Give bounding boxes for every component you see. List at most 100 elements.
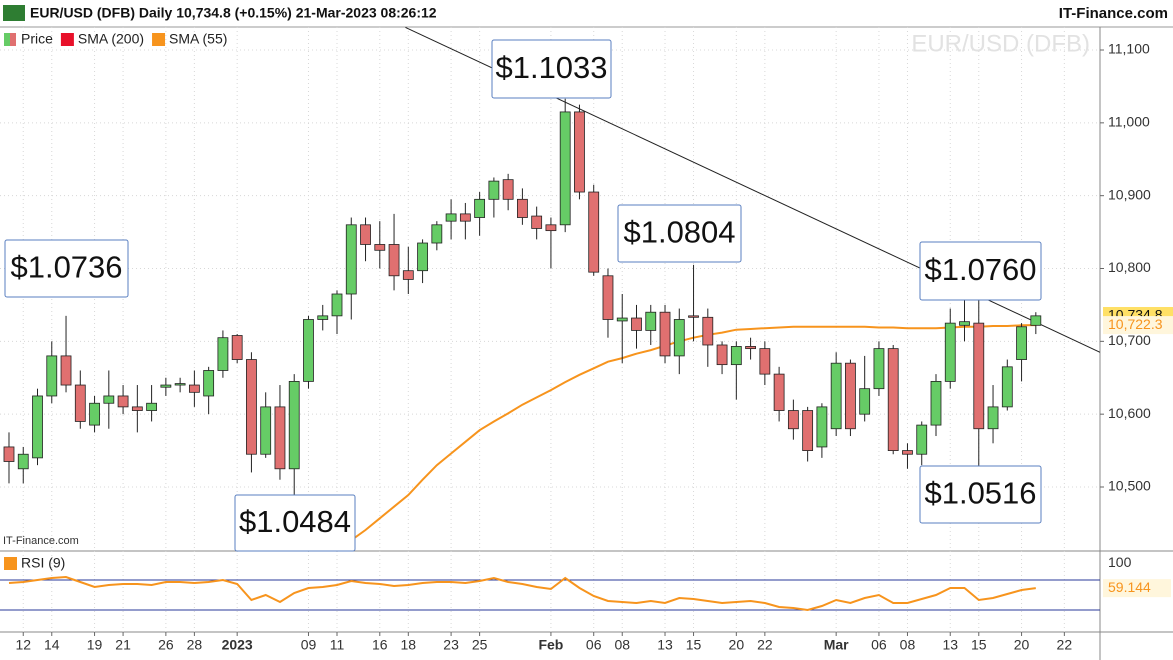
y-tick-label: 11,100 xyxy=(1108,41,1150,57)
candle-body xyxy=(274,406,286,470)
legend-label: SMA (200) xyxy=(78,31,144,47)
annotation-label: $1.0484 xyxy=(239,504,351,539)
candle-body xyxy=(531,215,543,229)
candle-body xyxy=(246,359,257,455)
candle-body xyxy=(502,179,514,200)
header-bar xyxy=(0,0,1173,27)
y-tick-label: 10,900 xyxy=(1108,186,1151,202)
price-plot xyxy=(3,27,1100,550)
candle-body xyxy=(431,224,443,244)
candle-body xyxy=(160,384,172,388)
candle-body xyxy=(802,410,814,451)
x-tick-label: 06 xyxy=(586,637,602,653)
y-tick-label: 10,600 xyxy=(1108,405,1151,421)
rsi-tick-label: 100 xyxy=(1108,554,1132,570)
rsi-line xyxy=(8,575,1036,612)
candle-body xyxy=(345,224,357,295)
sma-line xyxy=(336,324,1036,550)
candle-body xyxy=(716,344,728,366)
x-tick-label: 22 xyxy=(757,637,773,653)
candle-body xyxy=(673,319,685,357)
candle-body xyxy=(745,346,756,350)
candle-body xyxy=(32,395,43,459)
candle-body xyxy=(146,402,158,411)
x-tick-label: 18 xyxy=(401,637,417,653)
x-tick-label: 12 xyxy=(15,637,31,653)
candle-body xyxy=(388,244,400,277)
x-tick-label: 28 xyxy=(187,637,203,653)
legend-label: SMA (55) xyxy=(169,31,227,47)
candle-body xyxy=(188,384,200,393)
rsi-plot xyxy=(0,575,1100,612)
x-tick-label: 08 xyxy=(614,637,630,653)
candle-body xyxy=(559,111,571,226)
candle-body xyxy=(331,293,343,317)
candle-body xyxy=(288,380,300,470)
candle-body xyxy=(859,388,871,415)
candle-body xyxy=(417,242,428,272)
rsi-value-label: 59.144 xyxy=(1108,579,1151,595)
candle-body xyxy=(787,410,799,430)
candle-body xyxy=(3,446,15,462)
x-tick-label: 20 xyxy=(1014,637,1030,653)
annotation-label: $1.1033 xyxy=(495,50,607,85)
watermark: EUR/USD (DFB) xyxy=(911,30,1090,57)
x-tick-label: 19 xyxy=(87,637,103,653)
x-tick-label: 23 xyxy=(443,637,459,653)
candle-body xyxy=(103,395,115,404)
x-tick-label: 15 xyxy=(686,637,702,653)
candle-body xyxy=(944,322,956,382)
x-tick-label: 22 xyxy=(1057,637,1073,653)
candle-body xyxy=(830,362,842,430)
candle-body xyxy=(46,355,58,397)
x-tick-label: 08 xyxy=(900,637,916,653)
price-label: 10,722.3 xyxy=(1108,316,1163,332)
x-tick-label: 13 xyxy=(942,637,958,653)
candle-body xyxy=(887,348,899,451)
annotation-label: $1.0516 xyxy=(924,476,1036,511)
x-tick-label: 26 xyxy=(158,637,174,653)
candle-body xyxy=(131,406,143,411)
x-tick-label: Mar xyxy=(824,637,849,653)
candle-body xyxy=(1016,326,1027,360)
x-tick-label: 13 xyxy=(657,637,673,653)
candle-body xyxy=(973,322,985,430)
x-tick-label: 20 xyxy=(729,637,745,653)
candle-body xyxy=(517,198,528,218)
candle-body xyxy=(74,384,86,422)
candle-body xyxy=(317,315,329,320)
candle-body xyxy=(231,335,243,360)
candle-body xyxy=(445,213,457,222)
y-tick-label: 10,700 xyxy=(1108,332,1151,348)
candle-body xyxy=(60,355,72,386)
candle-body xyxy=(17,453,29,470)
candle-body xyxy=(303,319,314,382)
annotation-label: $1.0804 xyxy=(623,215,735,250)
candle-body xyxy=(873,348,885,390)
rsi-legend-swatch xyxy=(4,557,17,570)
candle-body xyxy=(645,311,657,331)
candle-body xyxy=(545,224,557,232)
candle-body xyxy=(588,191,600,273)
annotation-box xyxy=(234,494,356,552)
candle-body xyxy=(217,337,229,371)
header-title: EUR/USD (DFB) Daily 10,734.8 (+0.15%) 21… xyxy=(30,5,437,21)
candle-body xyxy=(574,111,585,193)
candle-body xyxy=(1030,315,1042,326)
x-tick-label: 21 xyxy=(115,637,131,653)
legend-swatch xyxy=(4,33,10,46)
candle-body xyxy=(89,402,100,426)
rsi-legend-label: RSI (9) xyxy=(21,555,65,571)
annotation-box xyxy=(617,204,742,263)
candle-body xyxy=(959,321,970,326)
candle-body xyxy=(773,373,785,411)
candle-body xyxy=(688,315,699,318)
candle-body xyxy=(902,450,913,455)
candle-body xyxy=(759,348,771,375)
candle-body xyxy=(402,270,414,280)
candle-body xyxy=(659,311,671,357)
candle-body xyxy=(203,370,215,397)
candle-body xyxy=(730,346,742,366)
